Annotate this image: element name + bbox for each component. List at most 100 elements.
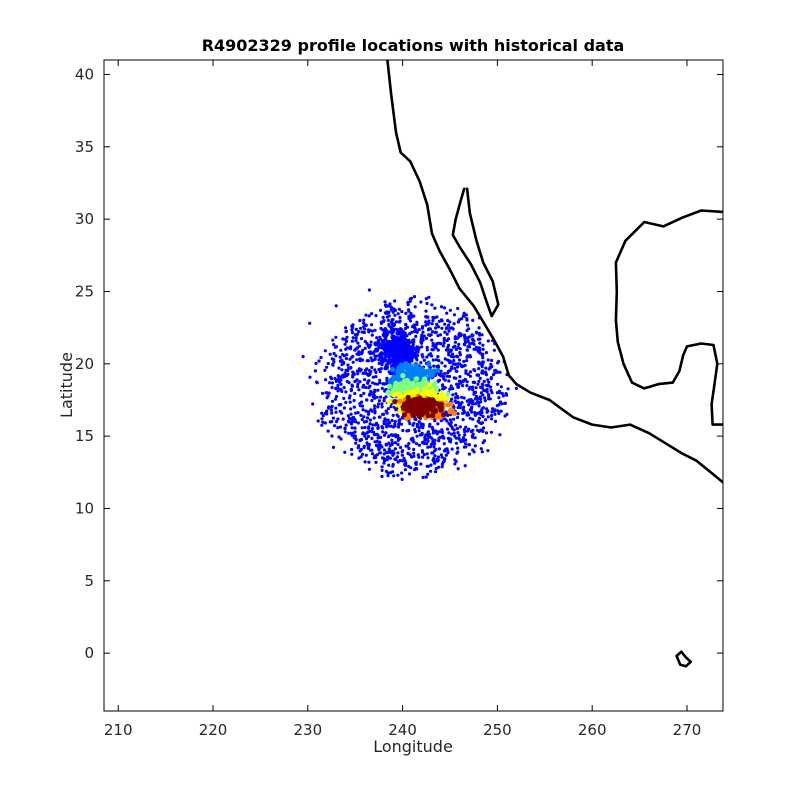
historical-point [426,439,430,443]
historical-point [419,300,423,304]
historical-point [431,318,435,323]
historical-point [407,314,411,319]
historical-point [480,360,484,364]
historical-point [356,341,360,345]
historical-point [431,341,435,346]
historical-point [425,301,429,306]
historical-point [471,432,475,436]
historical-point [417,429,421,433]
historical-point [355,333,359,337]
historical-point [473,397,478,401]
historical-point [355,358,359,362]
historical-point [471,435,475,439]
historical-point [330,385,334,390]
historical-point [434,326,438,330]
historical-point [368,429,372,433]
historical-point [323,349,327,353]
historical-point [371,381,375,385]
historical-point [452,322,456,326]
historical-point [339,437,343,441]
historical-point [466,429,470,433]
historical-point [326,361,330,366]
historical-point [440,465,444,469]
historical-point [378,440,382,444]
y-tick-label: 0 [84,644,94,662]
historical-point [441,383,445,387]
historical-point [341,417,345,421]
historical-point [497,389,501,393]
historical-point [400,310,404,314]
historical-point [437,465,441,469]
historical-point [367,467,371,471]
plot-frame [103,59,724,712]
historical-point [458,406,462,410]
historical-point [422,358,426,362]
historical-point [447,374,452,379]
x-tick-label: 210 [104,721,133,739]
historical-point [400,471,404,475]
historical-point [449,360,453,364]
historical-point [385,378,389,383]
historical-point [368,392,372,396]
historical-point [393,424,397,428]
profile-point [405,412,411,418]
historical-point [455,382,459,386]
historical-point [376,436,380,440]
historical-point [434,467,438,471]
historical-point [472,339,476,343]
profile-point [422,371,428,377]
historical-point [373,368,377,372]
historical-point [355,369,359,373]
historical-point [377,447,381,451]
historical-point [411,338,415,342]
historical-point [427,424,432,428]
historical-point [366,381,370,385]
historical-point [361,432,365,436]
historical-point [463,433,467,437]
historical-point [453,399,457,403]
historical-point [440,462,444,466]
historical-point [408,297,412,301]
historical-point [408,299,412,303]
historical-point [370,409,374,413]
historical-point [412,447,416,452]
x-axis: 210 220 230 240 250 260 270 [104,60,701,739]
historical-point [368,418,372,422]
historical-point [397,422,401,426]
historical-point [465,380,469,384]
historical-point [450,447,454,451]
historical-point [454,376,458,380]
historical-point [489,362,493,366]
profile-point [441,412,447,418]
historical-point [336,417,340,421]
historical-point [453,366,457,371]
historical-point [425,345,429,349]
historical-point [473,444,477,448]
historical-point [333,345,338,349]
historical-point [486,383,490,387]
historical-point [478,376,482,380]
historical-point [346,369,350,373]
profile-point [381,332,387,338]
historical-point [478,341,482,345]
historical-point [320,417,324,421]
historical-point [351,354,355,358]
profile-point [400,404,406,410]
historical-point [477,404,481,408]
historical-point [499,385,503,389]
historical-point [363,460,367,464]
historical-point [321,420,325,424]
historical-point [400,450,404,454]
historical-point [359,447,363,452]
historical-point [385,340,389,344]
historical-point [343,342,347,346]
historical-point [415,320,419,324]
historical-point [420,345,424,349]
historical-point [342,386,346,390]
historical-point [503,401,507,405]
historical-point [438,435,442,439]
historical-point [370,452,375,456]
historical-point [467,403,471,407]
historical-point [356,421,360,425]
historical-point [451,393,455,397]
